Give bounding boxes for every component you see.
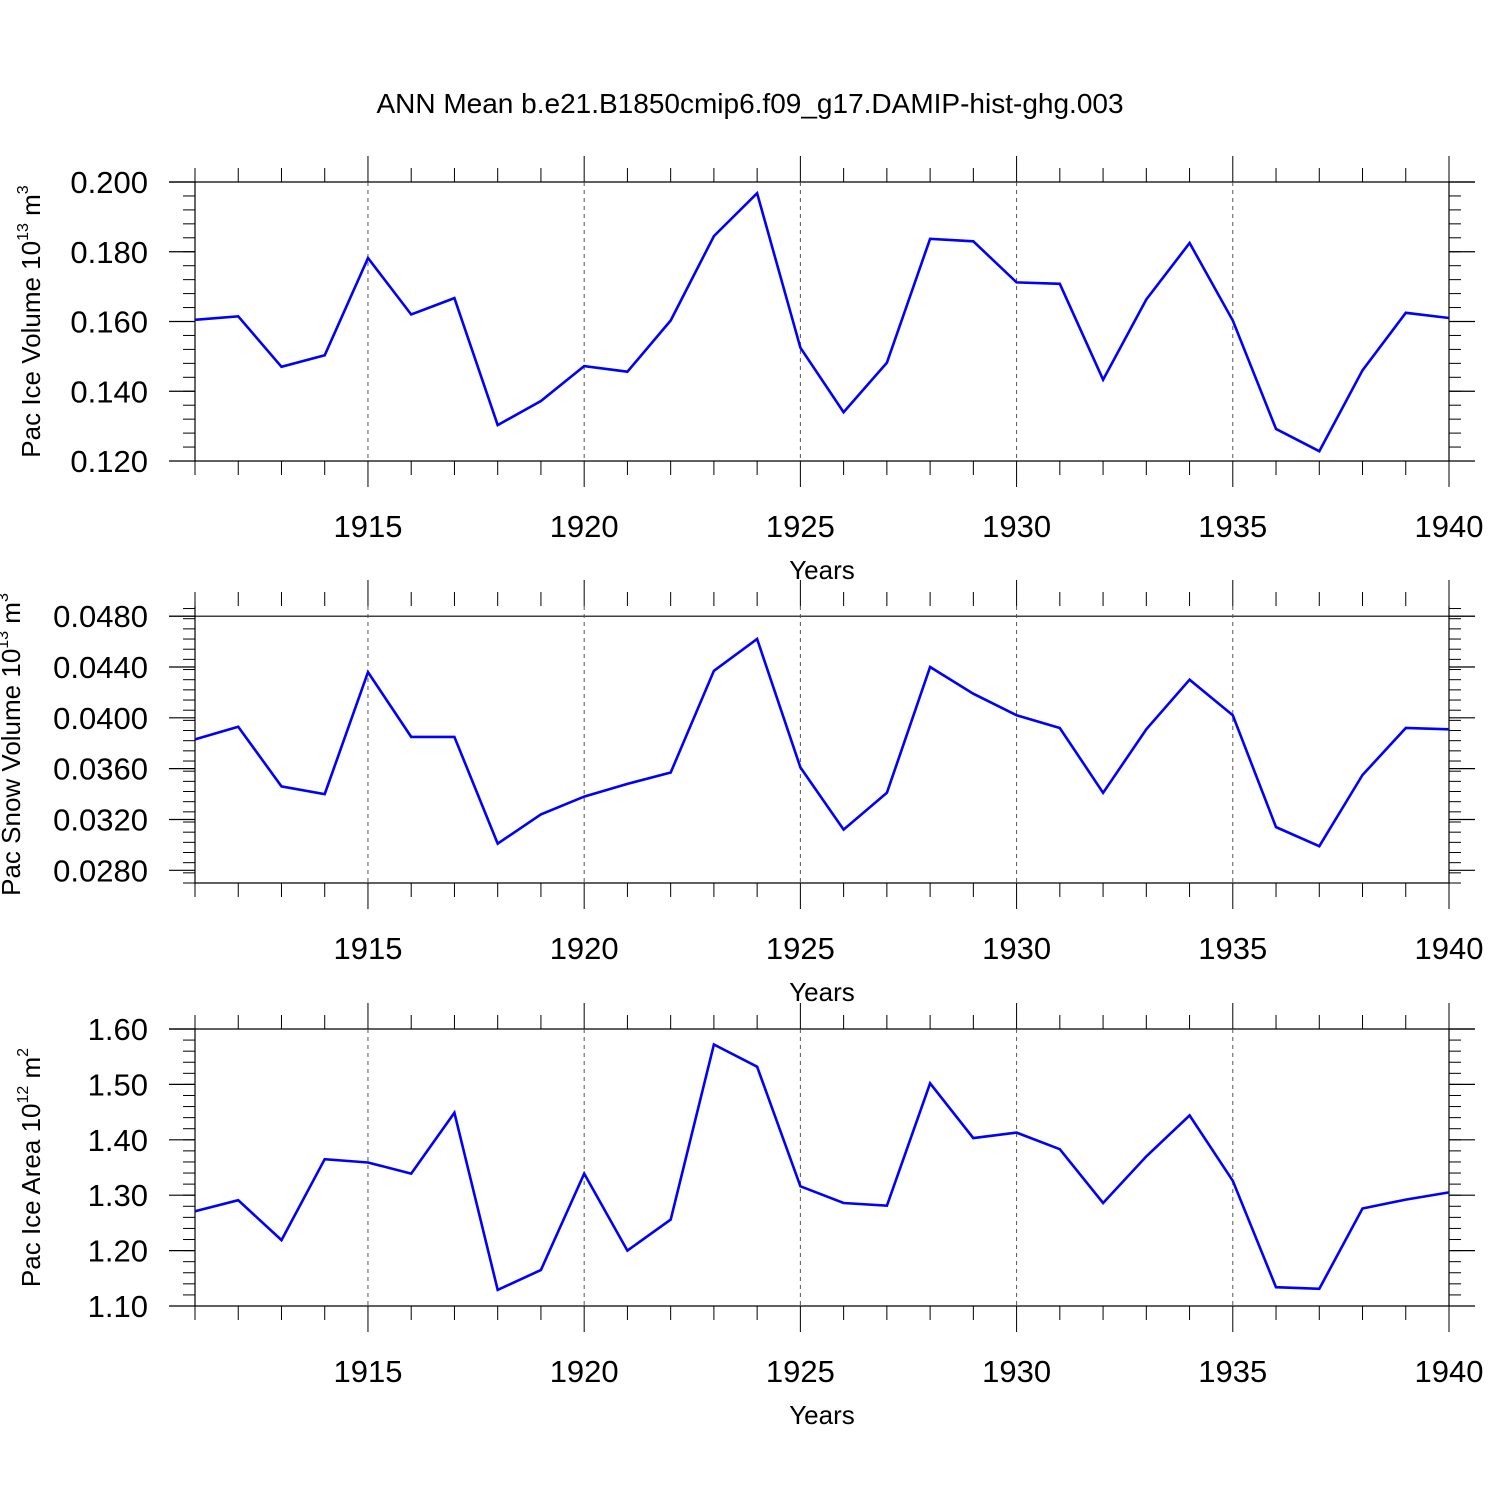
x-tick-label: 1940: [1415, 931, 1484, 966]
y-tick-label: 0.140: [70, 374, 148, 409]
chart-panel-2: 0.0280 0.0320 0.0360 0.0400 0.0440 0.0480 1915…: [0, 580, 1483, 1007]
y-tick-label: 1.60: [88, 1012, 148, 1047]
y-tick-label: 0.0480: [53, 599, 148, 634]
x-tick-label: 1930: [982, 931, 1051, 966]
chart-panel-1: 0.120 0.140 0.160 0.180 0.200 1915 1920 1925 193…: [15, 156, 1483, 585]
x-tick-label: 1935: [1198, 1354, 1267, 1389]
x-tick-label: 1915: [333, 1354, 402, 1389]
page-title: ANN Mean b.e21.B1850cmip6.f09_g17.DAMIP-…: [376, 88, 1124, 119]
y-tick-label: 0.200: [70, 165, 148, 200]
y-tick-label: 0.0320: [53, 802, 148, 837]
x-tick-label: 1940: [1415, 1354, 1484, 1389]
y-tick-label: 0.160: [70, 305, 148, 340]
x-axis-label: Years: [789, 1400, 855, 1430]
series-line: [194, 190, 1450, 453]
y-tick-label: 1.50: [88, 1067, 148, 1102]
y-axis-label: Pac Ice Volume 1013 m3: [15, 185, 46, 458]
x-tick-label: 1940: [1415, 509, 1484, 544]
x-tick-label: 1930: [982, 1354, 1051, 1389]
y-tick-label: 0.0360: [53, 752, 148, 787]
x-axis-label: Years: [789, 555, 855, 585]
y-tick-label: 0.0280: [53, 853, 148, 888]
x-tick-label: 1935: [1198, 931, 1267, 966]
y-tick-label: 1.30: [88, 1178, 148, 1213]
x-tick-label: 1935: [1198, 509, 1267, 544]
x-tick-label: 1925: [766, 509, 835, 544]
x-tick-label: 1925: [766, 1354, 835, 1389]
y-tick-label: 1.20: [88, 1234, 148, 1269]
x-tick-label: 1920: [550, 931, 619, 966]
chart-panel-3: 1.10 1.20 1.30 1.40 1.50 1.60 1915 1920 1925 1930…: [15, 1003, 1483, 1430]
series-line: [194, 636, 1450, 848]
x-tick-label: 1920: [550, 1354, 619, 1389]
y-tick-label: 0.120: [70, 444, 148, 479]
x-tick-label: 1925: [766, 931, 835, 966]
y-tick-label: 1.10: [88, 1289, 148, 1324]
y-tick-label: 0.180: [70, 235, 148, 270]
y-axis-label: Pac Snow Volume 1013 m3: [0, 593, 26, 896]
x-tick-label: 1920: [550, 509, 619, 544]
y-tick-label: 0.0440: [53, 650, 148, 685]
x-axis-label: Years: [789, 977, 855, 1007]
x-tick-label: 1915: [333, 509, 402, 544]
y-tick-label: 1.40: [88, 1123, 148, 1158]
x-tick-label: 1930: [982, 509, 1051, 544]
y-tick-label: 0.0400: [53, 701, 148, 736]
y-axis-label: Pac Ice Area 1012 m2: [15, 1048, 46, 1287]
series-line: [194, 1042, 1450, 1292]
x-tick-label: 1915: [333, 931, 402, 966]
